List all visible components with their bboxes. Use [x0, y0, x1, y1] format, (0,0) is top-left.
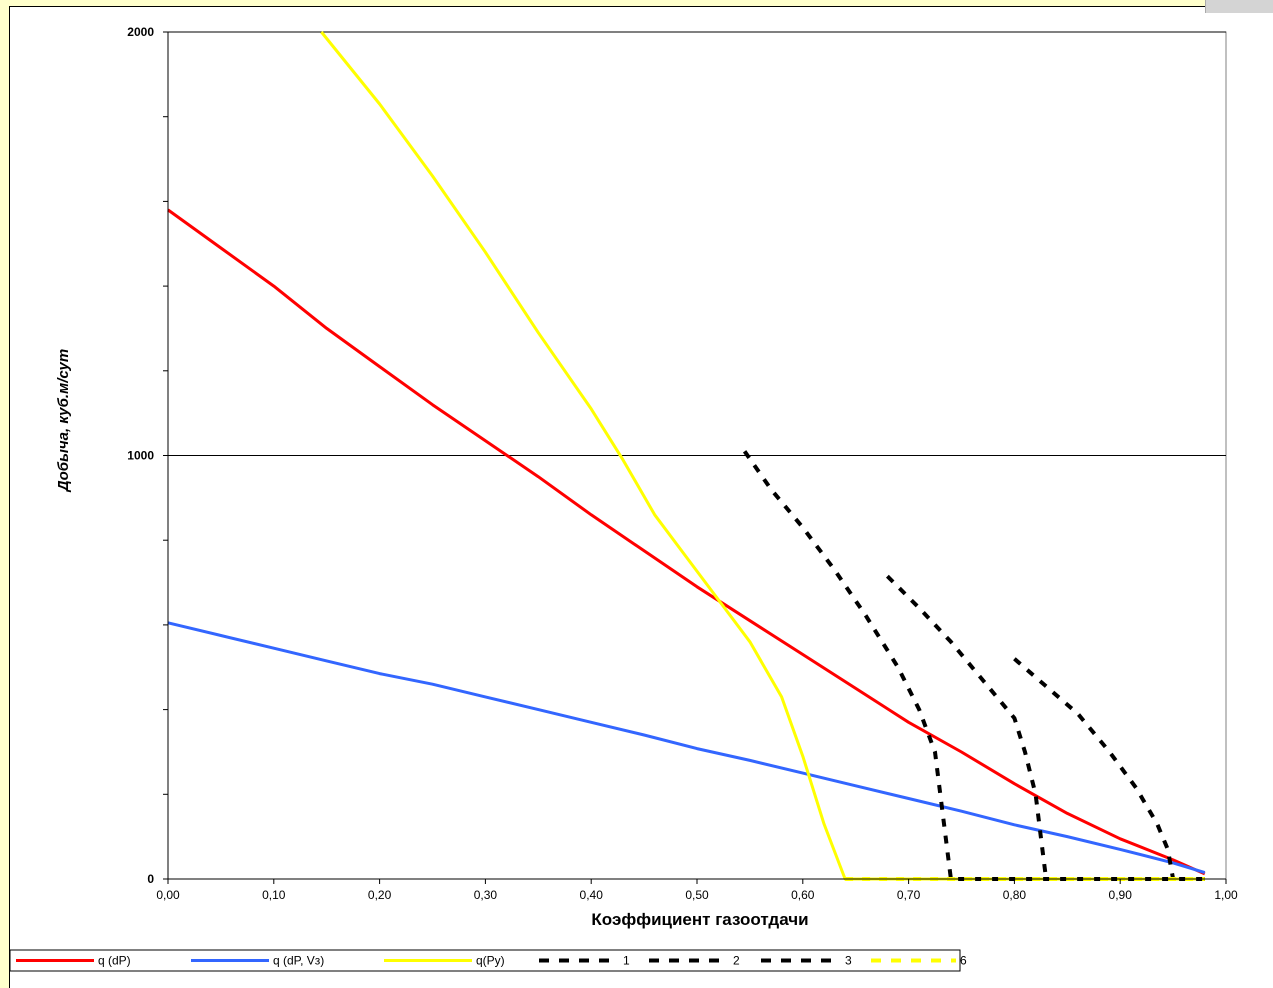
y-tick-label: 0	[147, 872, 154, 886]
legend-box	[9, 949, 961, 972]
legend-label-5: 2	[733, 954, 740, 968]
x-tick-label: 0,50	[685, 888, 709, 902]
x-tick-label: 0,00	[156, 888, 180, 902]
series-line-4	[742, 450, 1205, 881]
x-tick-label: 1,00	[1214, 888, 1238, 902]
legend-label-6: 3	[845, 954, 852, 968]
axes: 0 1000 2000 0,00 0,10 0,20 0,30 0,40 0,50 0,60 0,7…	[127, 25, 1238, 902]
y-tick-label: 2000	[127, 25, 154, 39]
window-corner-tab	[1205, 0, 1273, 13]
series-lines	[167, 31, 1206, 881]
legend-label-3: q(Py)	[476, 954, 505, 968]
legend-label-2: q (dP, Vз)	[273, 954, 324, 968]
x-tick-label: 0,40	[580, 888, 604, 902]
x-axis-title: Коэффициент газоотдачи	[591, 910, 808, 929]
x-tick-label: 0,20	[368, 888, 392, 902]
series-line-5	[885, 574, 1205, 881]
legend-label-1: q (dP)	[98, 954, 131, 968]
series-line-1	[167, 208, 1206, 876]
y-axis-title: Добыча, куб.м/сут	[55, 349, 72, 493]
y-tick-label: 1000	[127, 449, 154, 463]
x-tick-label: 0,80	[1003, 888, 1027, 902]
x-tick-label: 0,70	[897, 888, 921, 902]
legend-label-4: 1	[623, 954, 630, 968]
series-line-2	[167, 621, 1206, 875]
x-tick-label: 0,30	[474, 888, 498, 902]
series-line-6	[1013, 657, 1205, 881]
x-tick-label: 0,10	[262, 888, 286, 902]
series-line-3	[320, 31, 1205, 881]
x-tick-label: 0,90	[1109, 888, 1133, 902]
legend-label-7: 6	[960, 954, 967, 968]
plot-area	[167, 31, 1227, 880]
legend: q (dP) q (dP, Vз) q(Py) 1 2 3 6	[9, 949, 967, 972]
x-tick-label: 0,60	[791, 888, 815, 902]
